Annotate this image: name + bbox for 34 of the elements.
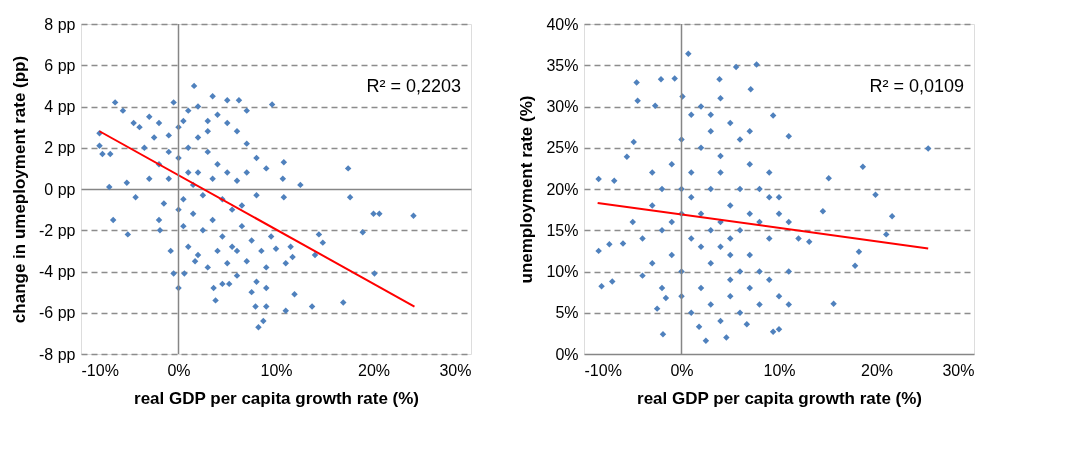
y-tick-label: 2 pp: [44, 139, 76, 157]
x-tick-label: -10%: [81, 361, 119, 379]
annotation: R² = 0,2203: [366, 75, 461, 96]
y-tick-label: 0%: [555, 345, 579, 363]
x-tick-label: 20%: [860, 361, 894, 379]
y-tick-label: 25%: [546, 139, 579, 157]
y-tick-label: 30%: [546, 98, 579, 115]
y-tick-label: 20%: [546, 180, 579, 198]
x-tick-label: 30%: [439, 361, 472, 379]
x-tick-label: 30%: [942, 361, 975, 379]
y-tick-label: 15%: [546, 221, 579, 239]
y-tick-label: 35%: [546, 56, 579, 74]
y-tick-label: 4 pp: [44, 98, 76, 115]
y-tick-label: 8 pp: [44, 15, 76, 33]
x-axis-title: real GDP per capita growth rate (%): [637, 388, 922, 408]
x-tick-label: 0%: [167, 361, 191, 379]
y-axis-title: change in umeployment rate (pp): [10, 55, 30, 324]
y-axis-title: unemployment rate (%): [517, 95, 537, 284]
y-tick-label: 5%: [555, 304, 579, 322]
x-tick-label: -10%: [584, 361, 622, 379]
annotation: R² = 0,0109: [869, 75, 964, 96]
x-tick-label: 20%: [357, 361, 391, 379]
y-tick-label: -6 pp: [39, 304, 76, 322]
y-tick-label: 6 pp: [44, 56, 76, 74]
y-tick-label: -4 pp: [39, 263, 76, 280]
y-tick-label: -2 pp: [39, 221, 76, 239]
y-tick-label: -8 pp: [39, 345, 76, 363]
x-tick-label: 0%: [670, 361, 694, 379]
x-tick-label: 10%: [763, 361, 796, 379]
x-tick-label: 10%: [260, 361, 293, 379]
y-tick-label: 10%: [546, 263, 579, 280]
y-tick-label: 0 pp: [44, 180, 76, 198]
y-tick-label: 40%: [546, 15, 579, 33]
x-axis-title: real GDP per capita growth rate (%): [134, 388, 419, 408]
